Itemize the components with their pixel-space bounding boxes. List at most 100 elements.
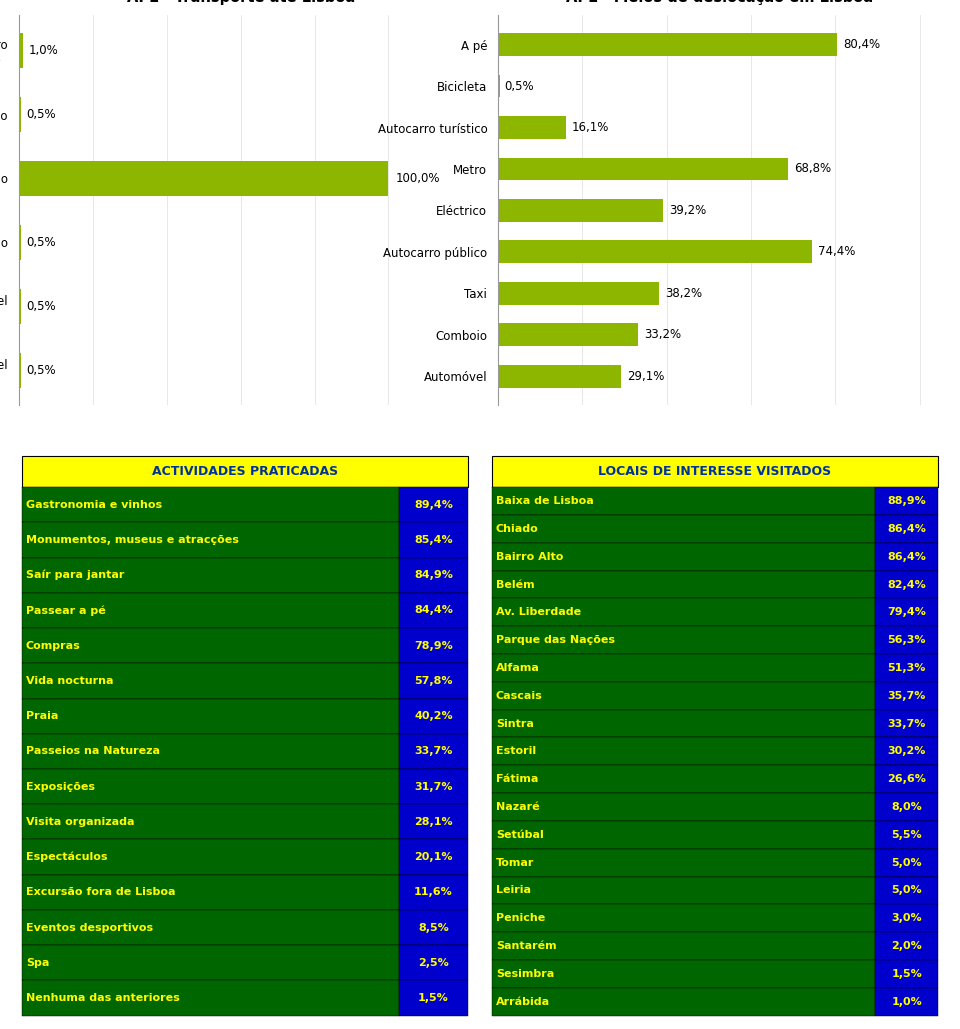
Text: Baixa de Lisboa: Baixa de Lisboa [495, 496, 593, 506]
Bar [19, 33, 23, 68]
Text: Estoril: Estoril [495, 746, 536, 756]
Text: 100,0%: 100,0% [396, 172, 441, 185]
Text: Vida nocturna: Vida nocturna [26, 676, 113, 686]
Text: Av. Liberdade: Av. Liberdade [495, 607, 581, 617]
Title: APL - Meios de deslocação em Lisboa: APL - Meios de deslocação em Lisboa [565, 0, 873, 4]
Text: 80,4%: 80,4% [843, 38, 880, 51]
Bar [19, 224, 21, 260]
Text: Visita organizada: Visita organizada [26, 817, 134, 827]
Text: 86,4%: 86,4% [887, 552, 926, 562]
Text: 5,0%: 5,0% [892, 886, 922, 895]
Text: 33,7%: 33,7% [887, 718, 925, 729]
Bar [19, 353, 21, 388]
Bar [497, 323, 637, 346]
Text: Nenhuma das anteriores: Nenhuma das anteriores [26, 993, 180, 1003]
Text: 89,4%: 89,4% [414, 500, 453, 509]
Text: Spa: Spa [26, 958, 49, 968]
Text: 2,0%: 2,0% [891, 942, 922, 951]
Text: 57,8%: 57,8% [415, 676, 453, 686]
Text: Sintra: Sintra [495, 718, 534, 729]
Text: Belém: Belém [495, 579, 535, 590]
Text: 56,3%: 56,3% [887, 635, 926, 645]
Text: 0,5%: 0,5% [27, 363, 57, 377]
Text: 11,6%: 11,6% [414, 887, 453, 897]
Text: 0,5%: 0,5% [27, 299, 57, 313]
Text: 33,7%: 33,7% [415, 746, 453, 756]
Text: Compras: Compras [26, 641, 81, 650]
Text: 38,2%: 38,2% [665, 287, 703, 299]
Text: Fátima: Fátima [495, 774, 539, 784]
Bar [497, 75, 500, 98]
Text: 33,2%: 33,2% [644, 328, 682, 342]
Text: Saír para jantar: Saír para jantar [26, 570, 124, 580]
Text: Nazaré: Nazaré [495, 802, 540, 812]
Bar [497, 116, 565, 139]
Text: 16,1%: 16,1% [572, 121, 610, 134]
Text: Tomar: Tomar [495, 857, 534, 867]
Text: Passeios na Natureza: Passeios na Natureza [26, 746, 160, 756]
Text: 28,1%: 28,1% [414, 817, 453, 827]
Text: Cascais: Cascais [495, 690, 542, 701]
Text: Chiado: Chiado [495, 524, 539, 534]
Text: 78,9%: 78,9% [414, 641, 453, 650]
Bar [497, 365, 620, 388]
Text: 84,9%: 84,9% [414, 570, 453, 580]
Bar [19, 289, 21, 324]
Text: 0,5%: 0,5% [504, 79, 534, 93]
Title: APL - Transporte até Lisboa: APL - Transporte até Lisboa [127, 0, 355, 4]
Text: 20,1%: 20,1% [415, 852, 453, 862]
Bar [19, 161, 389, 197]
Text: 26,6%: 26,6% [887, 774, 926, 784]
Text: Praia: Praia [26, 711, 59, 721]
Text: Sesimbra: Sesimbra [495, 969, 554, 979]
Text: Eventos desportivos: Eventos desportivos [26, 923, 153, 932]
Text: 1,0%: 1,0% [29, 44, 59, 58]
Text: 1,5%: 1,5% [419, 993, 449, 1003]
Text: 74,4%: 74,4% [818, 245, 855, 258]
Text: Arrábida: Arrábida [495, 997, 550, 1006]
Text: 1,0%: 1,0% [891, 997, 922, 1006]
Text: 5,5%: 5,5% [892, 829, 922, 840]
Text: Santarém: Santarém [495, 942, 557, 951]
Text: LOCAIS DE INTERESSE VISITADOS: LOCAIS DE INTERESSE VISITADOS [598, 465, 831, 478]
Text: Monumentos, museus e atracções: Monumentos, museus e atracções [26, 535, 239, 545]
Text: 84,4%: 84,4% [414, 605, 453, 615]
Text: Gastronomia e vinhos: Gastronomia e vinhos [26, 500, 162, 509]
Text: Passear a pé: Passear a pé [26, 605, 106, 615]
Text: 85,4%: 85,4% [414, 535, 453, 545]
Text: ACTIVIDADES PRATICADAS: ACTIVIDADES PRATICADAS [152, 465, 338, 478]
Bar [19, 97, 21, 132]
Text: 30,2%: 30,2% [887, 746, 925, 756]
Text: 86,4%: 86,4% [887, 524, 926, 534]
Bar [497, 33, 837, 56]
Bar [497, 241, 811, 263]
Text: 29,1%: 29,1% [627, 369, 664, 383]
Text: 51,3%: 51,3% [887, 663, 925, 673]
Text: 3,0%: 3,0% [892, 914, 922, 923]
Bar [497, 199, 663, 222]
Text: 35,7%: 35,7% [887, 690, 925, 701]
Text: Excursão fora de Lisboa: Excursão fora de Lisboa [26, 887, 176, 897]
Text: 5,0%: 5,0% [892, 857, 922, 867]
Text: 8,0%: 8,0% [891, 802, 922, 812]
Text: 82,4%: 82,4% [887, 579, 926, 590]
Bar [497, 282, 659, 305]
Text: 2,5%: 2,5% [419, 958, 449, 968]
Bar [497, 157, 788, 180]
Text: Setúbal: Setúbal [495, 829, 543, 840]
Text: Leiria: Leiria [495, 886, 531, 895]
Text: 1,5%: 1,5% [891, 969, 922, 979]
Text: Peniche: Peniche [495, 914, 545, 923]
Text: 31,7%: 31,7% [415, 782, 453, 791]
Text: Parque das Nações: Parque das Nações [495, 635, 614, 645]
Text: 8,5%: 8,5% [419, 923, 449, 932]
Text: 40,2%: 40,2% [414, 711, 453, 721]
Text: Alfama: Alfama [495, 663, 540, 673]
Text: 39,2%: 39,2% [669, 204, 707, 217]
Text: 0,5%: 0,5% [27, 108, 57, 121]
Text: 88,9%: 88,9% [887, 496, 926, 506]
Text: 0,5%: 0,5% [27, 236, 57, 249]
Text: Bairro Alto: Bairro Alto [495, 552, 564, 562]
Text: 79,4%: 79,4% [887, 607, 926, 617]
Text: Exposições: Exposições [26, 782, 95, 791]
